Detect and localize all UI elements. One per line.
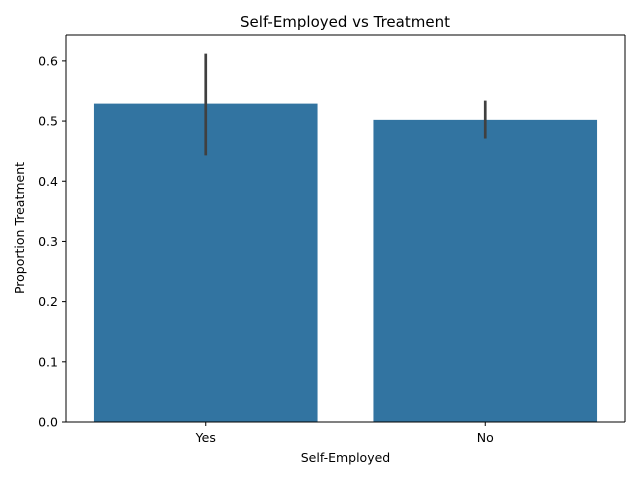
bar-yes (93, 103, 318, 422)
x-axis-title: Self-Employed (301, 450, 390, 465)
y-tick-label: 0.2 (38, 294, 58, 309)
y-tick-label: 0.1 (38, 354, 58, 369)
y-tick-label: 0.3 (38, 234, 58, 249)
x-tick-label: No (477, 430, 494, 445)
y-tick-label: 0.0 (38, 415, 58, 430)
x-tick-label: Yes (195, 430, 216, 445)
y-tick-label: 0.4 (38, 174, 58, 189)
y-tick-label: 0.6 (38, 53, 58, 68)
bar-no (373, 119, 598, 422)
plot-area: 0.0 0.1 0.2 0.3 0.4 0.5 0.6 Yes No (38, 34, 626, 445)
y-tick-label: 0.5 (38, 114, 58, 129)
chart-title: Self-Employed vs Treatment (240, 13, 450, 31)
y-axis-title: Proportion Treatment (12, 162, 27, 294)
